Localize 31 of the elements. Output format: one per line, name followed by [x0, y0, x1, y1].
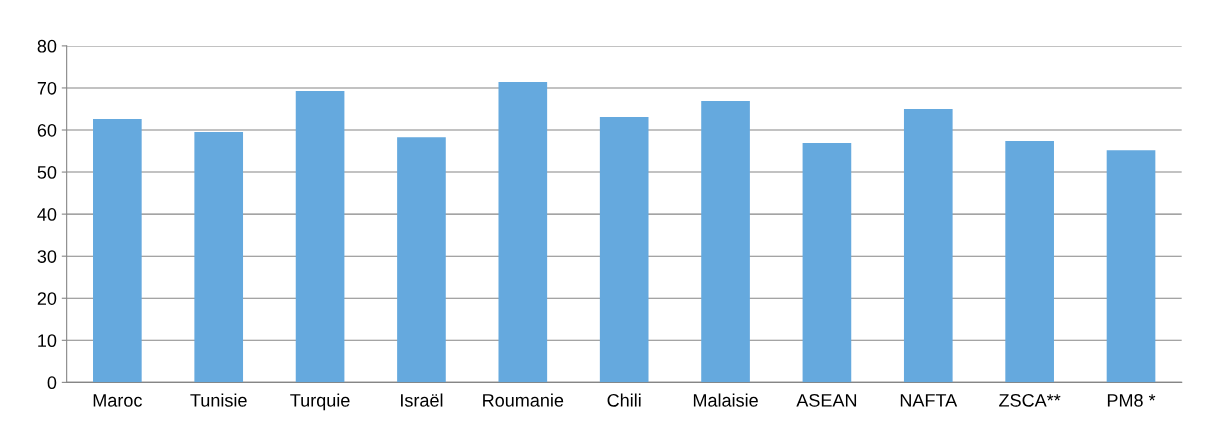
y-tick-label: 80	[37, 39, 57, 53]
bar	[701, 100, 750, 383]
x-tick-label: Malaisie	[693, 393, 758, 407]
y-tick-label: 0	[47, 376, 57, 390]
x-tick-label: Israël	[401, 393, 443, 407]
x-tick-label: NAFTA	[900, 394, 958, 407]
y-tick-label: 70	[37, 81, 57, 95]
y-tick-label: 10	[38, 334, 57, 348]
x-tick-label: ZSCA**	[999, 393, 1061, 407]
bar	[802, 143, 852, 383]
bar	[397, 137, 446, 383]
x-tick-label: ASEAN	[796, 393, 857, 407]
bar	[498, 82, 548, 383]
y-tick-label: 50	[37, 166, 57, 179]
y-tick-label: 30	[37, 250, 57, 263]
bar	[599, 116, 649, 383]
bar	[1106, 150, 1156, 383]
x-tick-label: PM8 *	[1107, 393, 1156, 407]
x-tick-label: Maroc	[93, 394, 142, 407]
bar	[1005, 140, 1054, 383]
x-tick-label: Tunisie	[190, 393, 247, 407]
y-tick-label: 40	[37, 208, 57, 221]
x-tick-label: Roumanie	[483, 393, 564, 407]
bar	[295, 90, 345, 383]
bar	[93, 119, 142, 383]
y-tick-label: 20	[37, 292, 57, 305]
y-tick-label: 60	[37, 123, 57, 137]
bar	[903, 108, 953, 383]
x-tick-label: Turquie	[290, 393, 350, 411]
x-tick-label: Chili	[607, 393, 641, 407]
bar	[194, 132, 244, 383]
